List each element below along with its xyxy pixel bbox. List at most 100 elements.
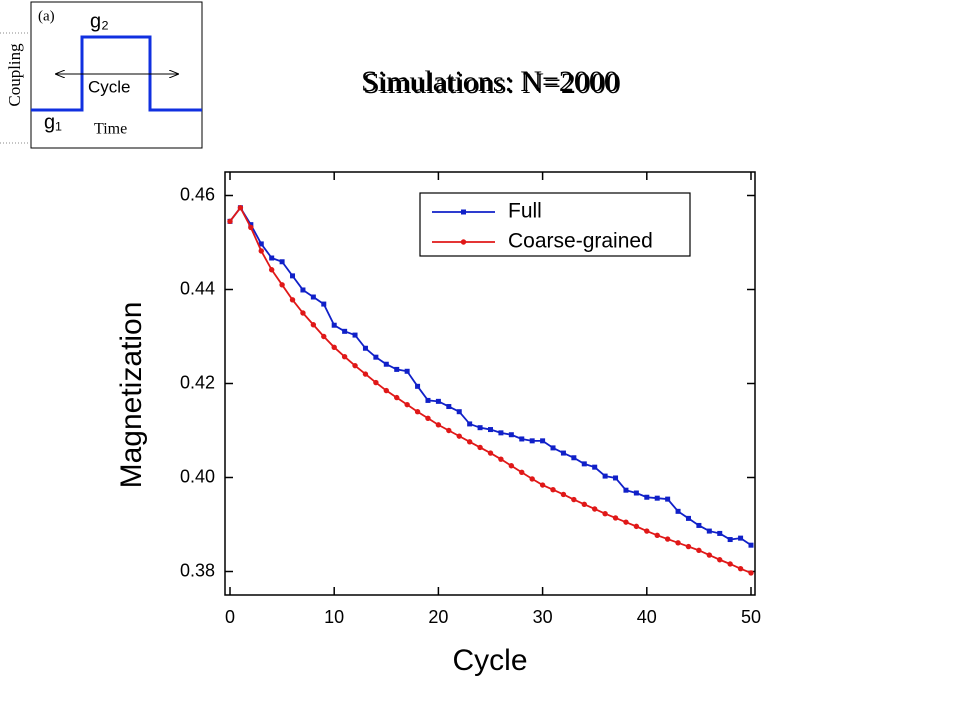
point <box>269 255 275 261</box>
point <box>612 515 619 521</box>
point <box>310 294 316 300</box>
point <box>508 432 514 438</box>
inset-label: (a) <box>38 8 55 24</box>
point <box>560 491 567 498</box>
point <box>685 515 691 521</box>
y-tick-label: 0.42 <box>180 372 215 392</box>
point <box>467 421 473 427</box>
point <box>644 528 650 534</box>
point <box>279 282 285 288</box>
point <box>519 436 525 442</box>
y-tick-label: 0.44 <box>180 278 215 298</box>
point <box>675 540 681 546</box>
legend <box>419 192 691 257</box>
point <box>435 422 442 428</box>
point <box>717 530 723 536</box>
point <box>550 487 556 493</box>
title-shadow: Simulations: N=2000 <box>363 67 621 100</box>
point <box>717 557 723 563</box>
point <box>477 425 483 431</box>
point <box>487 450 494 456</box>
legend-label: Coarse-grained <box>508 230 653 253</box>
series-line <box>229 206 752 546</box>
point <box>654 532 660 539</box>
series <box>227 205 754 576</box>
x-axis-label: Cycle <box>452 644 527 677</box>
high-label: g₂ <box>90 10 109 32</box>
point <box>581 501 587 507</box>
point <box>623 519 629 525</box>
point <box>383 361 389 367</box>
point <box>633 490 639 496</box>
inset: (a) g₂ Cycle g₁ Time Coupling <box>0 1 203 149</box>
point <box>456 433 462 439</box>
point <box>290 273 296 279</box>
x-tick-label: 20 <box>428 607 448 627</box>
series-line <box>229 206 752 574</box>
point <box>675 508 681 514</box>
point <box>310 322 317 328</box>
point <box>727 537 733 543</box>
point <box>602 473 608 479</box>
point <box>633 523 640 530</box>
point <box>248 222 254 228</box>
y-axis-label: Magnetization <box>115 302 148 489</box>
point <box>664 536 671 542</box>
point <box>383 387 389 394</box>
point <box>352 362 358 369</box>
point <box>279 259 285 265</box>
x-tick-label: 50 <box>741 607 761 627</box>
y-tick-label: 0.46 <box>180 184 215 204</box>
point <box>362 345 368 351</box>
point <box>415 383 421 389</box>
pulse <box>31 35 202 112</box>
low-label: g₁ <box>44 111 62 133</box>
point <box>341 354 348 360</box>
point <box>321 333 327 340</box>
point <box>466 439 473 445</box>
point <box>748 542 754 548</box>
point <box>560 450 566 456</box>
point <box>539 482 546 488</box>
point <box>748 570 754 576</box>
point <box>592 506 598 512</box>
x-tick-label: 10 <box>324 607 344 627</box>
y-tick-label: 0.38 <box>180 560 215 580</box>
legend-label: Full <box>508 200 542 223</box>
point <box>321 301 327 307</box>
point <box>696 547 702 554</box>
point <box>498 430 504 436</box>
point <box>404 368 410 374</box>
point <box>446 427 452 434</box>
point <box>519 469 525 476</box>
legend-marker <box>460 239 467 245</box>
point <box>331 344 337 351</box>
point <box>644 494 650 500</box>
point <box>456 409 462 415</box>
point <box>529 438 535 444</box>
point <box>738 535 744 541</box>
point <box>498 456 504 462</box>
point <box>342 328 348 334</box>
point <box>435 398 441 404</box>
point <box>352 332 358 338</box>
point <box>227 218 233 225</box>
point <box>508 463 515 469</box>
series <box>227 205 754 548</box>
point <box>623 487 629 493</box>
point <box>394 366 400 372</box>
point <box>488 427 493 433</box>
inset-xlabel: Time <box>94 121 127 138</box>
point <box>373 379 379 386</box>
point <box>540 438 546 444</box>
point <box>602 510 608 517</box>
point <box>613 475 619 481</box>
point <box>362 371 369 377</box>
point <box>581 461 587 467</box>
inset-ylabel: Coupling <box>5 43 24 107</box>
point <box>737 565 744 572</box>
point <box>373 354 379 360</box>
point <box>331 322 337 328</box>
point <box>592 464 598 470</box>
point <box>550 445 556 451</box>
